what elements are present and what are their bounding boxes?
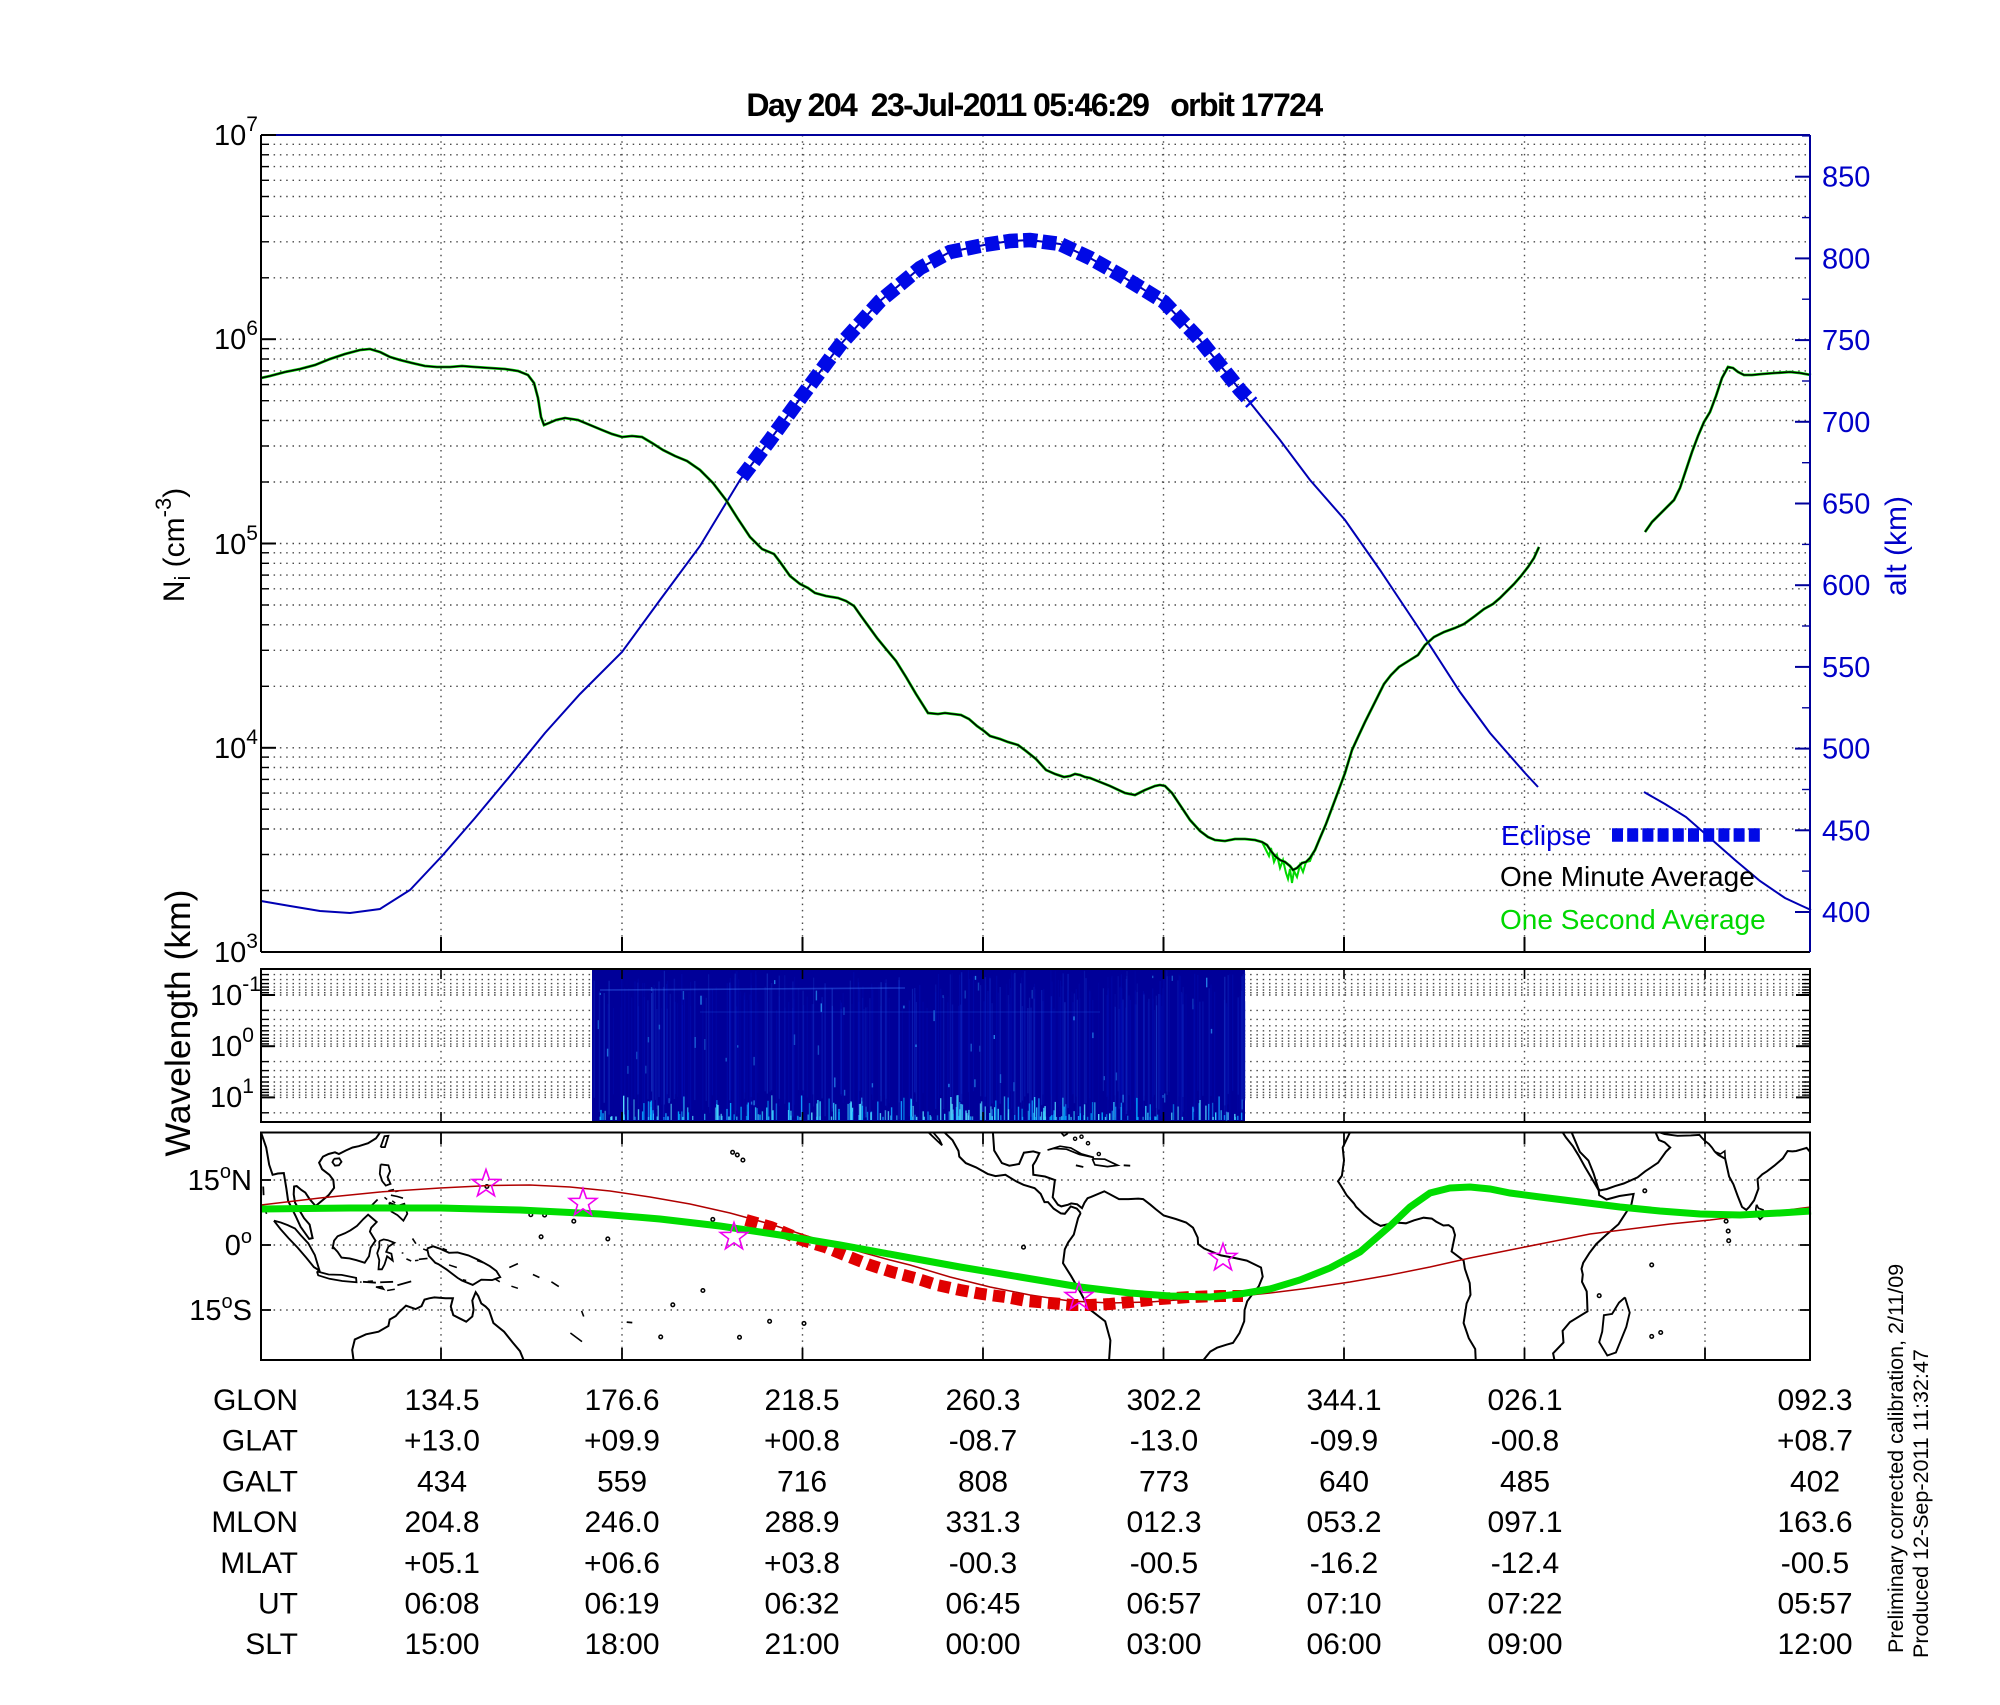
svg-text:-00.5: -00.5 [1781,1547,1849,1580]
svg-text:097.1: 097.1 [1487,1506,1562,1539]
svg-text:15oN: 15oN [188,1161,252,1197]
svg-text:Eclipse: Eclipse [1501,820,1591,851]
svg-text:650: 650 [1822,489,1870,521]
svg-text:485: 485 [1500,1465,1550,1498]
svg-text:400: 400 [1822,897,1870,929]
svg-text:MLAT: MLAT [220,1547,298,1580]
svg-text:053.2: 053.2 [1306,1506,1381,1539]
svg-text:559: 559 [597,1465,647,1498]
svg-text:500: 500 [1822,734,1870,766]
svg-text:773: 773 [1139,1465,1189,1498]
svg-text:-00.5: -00.5 [1130,1547,1198,1580]
svg-text:15:00: 15:00 [404,1628,479,1661]
svg-text:+09.9: +09.9 [584,1425,660,1458]
svg-text:MLON: MLON [211,1506,298,1539]
svg-text:21:00: 21:00 [764,1628,839,1661]
svg-text:012.3: 012.3 [1126,1506,1201,1539]
svg-text:GLAT: GLAT [222,1425,298,1458]
svg-text:06:32: 06:32 [764,1588,839,1621]
svg-text:026.1: 026.1 [1487,1384,1562,1417]
svg-text:288.9: 288.9 [764,1506,839,1539]
svg-text:06:57: 06:57 [1126,1588,1201,1621]
svg-text:-13.0: -13.0 [1130,1425,1198,1458]
svg-text:+05.1: +05.1 [404,1547,480,1580]
svg-text:260.3: 260.3 [945,1384,1020,1417]
svg-text:05:57: 05:57 [1777,1588,1852,1621]
svg-text:800: 800 [1822,243,1870,275]
svg-text:450: 450 [1822,815,1870,847]
svg-text:GALT: GALT [222,1465,298,1498]
svg-text:Day 204 23-Jul-2011 05:46:29: Day 204 23-Jul-2011 05:46:29 orbit 17724 [746,87,1323,123]
svg-text:+03.8: +03.8 [764,1547,840,1580]
svg-text:+06.6: +06.6 [584,1547,660,1580]
svg-text:331.3: 331.3 [945,1506,1020,1539]
svg-text:09:00: 09:00 [1487,1628,1562,1661]
svg-text:-09.9: -09.9 [1310,1425,1378,1458]
svg-text:716: 716 [777,1465,827,1498]
svg-text:092.3: 092.3 [1777,1384,1852,1417]
svg-text:10-1: 10-1 [210,973,261,1012]
svg-text:+08.7: +08.7 [1777,1425,1853,1458]
svg-text:07:22: 07:22 [1487,1588,1562,1621]
svg-text:One Minute Average: One Minute Average [1500,861,1755,892]
svg-text:One Second Average: One Second Average [1500,904,1766,935]
svg-text:176.6: 176.6 [584,1384,659,1417]
svg-text:+00.8: +00.8 [764,1425,840,1458]
svg-text:808: 808 [958,1465,1008,1498]
svg-text:alt (km): alt (km) [1880,496,1913,596]
svg-text:-08.7: -08.7 [949,1425,1017,1458]
svg-text:-00.3: -00.3 [949,1547,1017,1580]
svg-text:344.1: 344.1 [1306,1384,1381,1417]
svg-text:434: 434 [417,1465,467,1498]
svg-text:07:10: 07:10 [1306,1588,1381,1621]
svg-text:850: 850 [1822,162,1870,194]
svg-text:640: 640 [1319,1465,1369,1498]
svg-text:GLON: GLON [213,1384,298,1417]
svg-text:302.2: 302.2 [1126,1384,1201,1417]
svg-text:06:45: 06:45 [945,1588,1020,1621]
svg-text:246.0: 246.0 [584,1506,659,1539]
svg-text:SLT: SLT [245,1628,298,1661]
svg-text:+13.0: +13.0 [404,1425,480,1458]
svg-text:15oS: 15oS [189,1291,252,1327]
svg-text:Preliminary corrected calibrat: Preliminary corrected calibration, 2/11/… [1884,1264,1908,1653]
svg-text:134.5: 134.5 [404,1384,479,1417]
svg-text:-16.2: -16.2 [1310,1547,1378,1580]
svg-text:-12.4: -12.4 [1491,1547,1559,1580]
svg-text:Wavelength (km): Wavelength (km) [158,890,198,1157]
svg-text:UT: UT [258,1588,298,1621]
svg-text:06:00: 06:00 [1306,1628,1381,1661]
svg-text:-00.8: -00.8 [1491,1425,1559,1458]
svg-text:750: 750 [1822,325,1870,357]
svg-text:03:00: 03:00 [1126,1628,1201,1661]
svg-text:550: 550 [1822,652,1870,684]
svg-text:06:19: 06:19 [584,1588,659,1621]
svg-text:18:00: 18:00 [584,1628,659,1661]
svg-text:218.5: 218.5 [764,1384,839,1417]
svg-text:204.8: 204.8 [404,1506,479,1539]
svg-text:06:08: 06:08 [404,1588,479,1621]
svg-text:600: 600 [1822,570,1870,602]
svg-text:12:00: 12:00 [1777,1628,1852,1661]
svg-text:00:00: 00:00 [945,1628,1020,1661]
svg-text:402: 402 [1790,1465,1840,1498]
svg-text:163.6: 163.6 [1777,1506,1852,1539]
svg-text:700: 700 [1822,407,1870,439]
svg-text:Produced 12-Sep-2011 11:32:47: Produced 12-Sep-2011 11:32:47 [1909,1349,1933,1658]
